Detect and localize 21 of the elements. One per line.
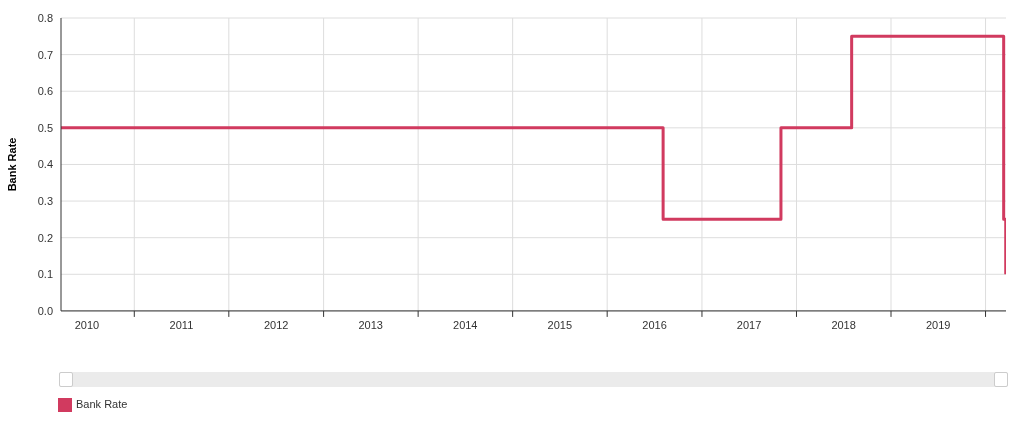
y-tick-label: 0.5: [37, 121, 53, 134]
y-axis-title: Bank Rate: [5, 137, 18, 192]
y-tick-label: 0.1: [37, 268, 53, 281]
x-tick-label: 2010: [74, 318, 100, 331]
y-tick-label: 0.4: [37, 158, 53, 171]
x-tick-label: 2015: [547, 318, 573, 331]
y-tick-label: 0.2: [37, 231, 53, 244]
x-tick-label: 2016: [642, 318, 667, 331]
x-tick-label: 2019: [925, 318, 951, 331]
y-tick-label: 0.0: [37, 304, 53, 317]
x-tick-label: 2013: [358, 318, 383, 331]
x-tick-label: 2014: [453, 318, 478, 331]
y-tick-label: 0.7: [37, 48, 53, 61]
y-tick-label: 0.3: [37, 194, 53, 207]
legend-label: Bank Rate: [76, 397, 128, 410]
x-tick-label: 2012: [263, 318, 289, 331]
x-tick-label: 2017: [736, 318, 762, 331]
y-tick-label: 0.8: [37, 11, 53, 24]
x-tick-label: 2011: [169, 318, 194, 331]
y-tick-label: 0.6: [37, 85, 53, 98]
x-tick-label: 2018: [831, 318, 856, 331]
